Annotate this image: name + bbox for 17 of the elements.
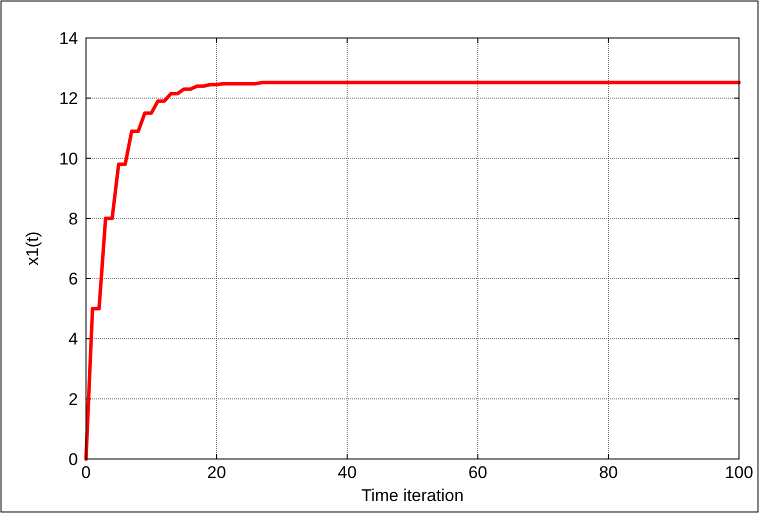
x-tick-label: 60 <box>468 463 488 482</box>
y-axis-title: x1(t) <box>23 232 42 266</box>
y-tick-label: 12 <box>59 89 78 108</box>
x-tick-label: 80 <box>598 463 618 482</box>
y-tick-label: 8 <box>68 209 78 228</box>
x-tick-label: 40 <box>338 463 357 482</box>
y-tick-label: 4 <box>68 330 78 349</box>
x-tick-label: 0 <box>81 463 91 482</box>
line-series <box>84 80 741 461</box>
y-tick-label: 14 <box>59 29 78 48</box>
y-tick-label: 2 <box>68 390 78 409</box>
x-tick-label: 100 <box>724 463 754 482</box>
y-tick-label: 6 <box>68 270 78 289</box>
x-tick-label: 20 <box>207 463 226 482</box>
y-tick-label: 0 <box>68 450 78 469</box>
x-axis-title: Time iteration <box>361 486 464 505</box>
y-tick-label: 10 <box>59 149 78 168</box>
